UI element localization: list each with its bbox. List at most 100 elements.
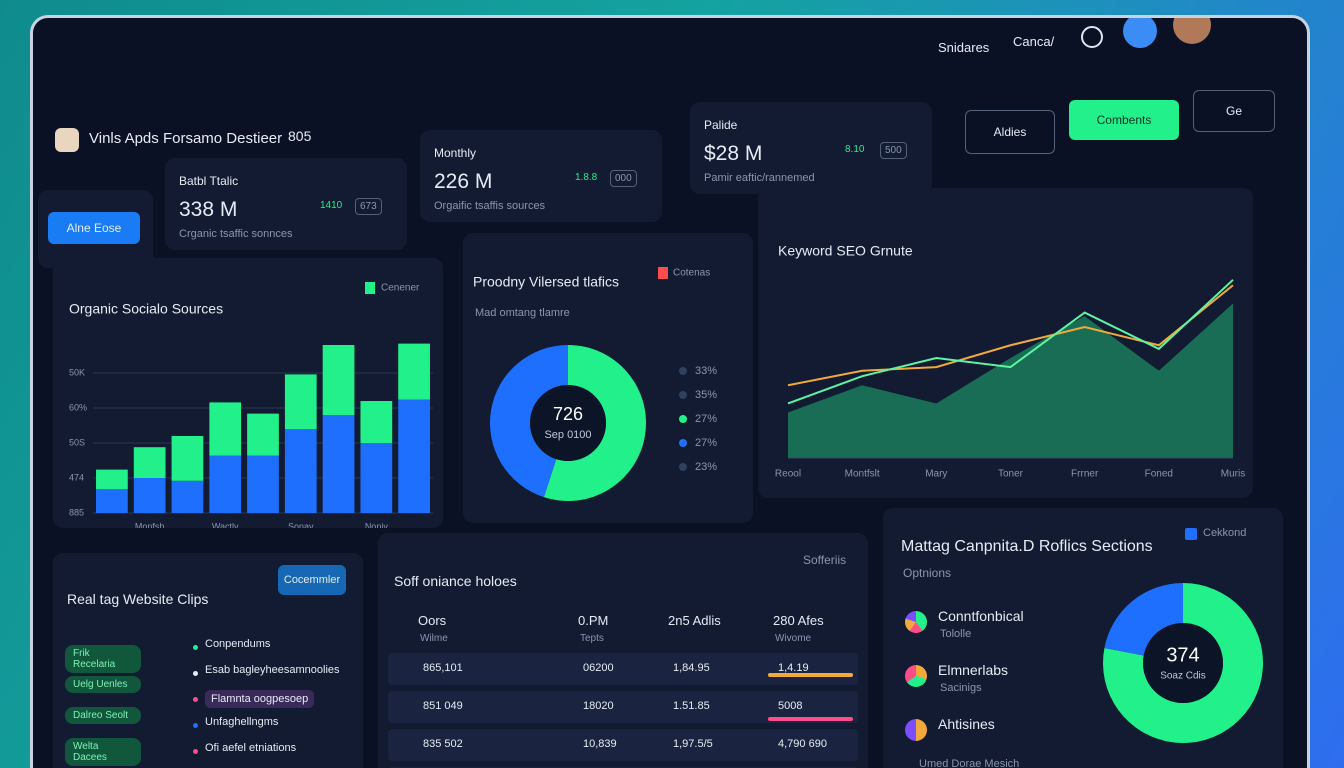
action-button[interactable]: Alne Eose: [48, 212, 140, 244]
legend-dot: [679, 439, 687, 447]
x-tick-label: Sonay: [288, 521, 314, 528]
stat-value: $28 M: [704, 142, 763, 165]
bar-segment: [284, 429, 317, 513]
stat-badge: 1.8.8: [575, 172, 598, 183]
x-tick-label: Foned: [1145, 469, 1173, 480]
bar-segment: [209, 402, 242, 456]
panel-subtitle: Optnions: [903, 566, 952, 580]
x-tick-label: Wactly: [212, 521, 239, 528]
table-cell: 835 502: [423, 738, 463, 750]
x-tick-label: Mary: [925, 469, 947, 480]
list-item: Ofi aefel etniations: [205, 742, 297, 754]
y-tick-label: 474: [69, 472, 84, 482]
column-title: 280 Afes: [773, 613, 824, 628]
line-chart: Keyword SEO Grnute Reool Montfslt Mary Toner…: [775, 243, 1245, 480]
donut-slice: [543, 345, 647, 501]
table-cell: 06200: [583, 662, 614, 674]
chart-title: Keyword SEO Grnute: [778, 243, 913, 259]
toolbar-button[interactable]: Ge: [1193, 90, 1275, 132]
stat-badge: 000: [610, 170, 637, 187]
x-tick-label: Montfslt: [845, 469, 880, 480]
y-tick-label: 50K: [69, 367, 85, 377]
progress-bar: [768, 673, 853, 677]
table-cell: 10,839: [583, 738, 617, 750]
menu-button[interactable]: [1123, 18, 1157, 48]
bar-segment: [96, 489, 128, 513]
line: [787, 279, 1234, 405]
item-icon: [905, 611, 927, 633]
list-item: Esab bagleyheesamnoolies: [205, 664, 340, 676]
stat-label: Palide: [704, 118, 738, 132]
donut-slice: [490, 345, 568, 498]
x-tick-label: Reool: [775, 469, 801, 480]
item-sub: Tololle: [940, 628, 972, 640]
stat-value: 226 M: [434, 170, 493, 193]
pill: Frik Recelaria: [65, 645, 141, 673]
item-icon: [905, 719, 927, 741]
bar-segment: [133, 447, 166, 478]
item-dot: [193, 723, 198, 728]
bar-chart: Organic Socialo Sources Cenener 885 474 50S 6…: [69, 282, 433, 531]
x-tick-label: Monfsh: [135, 521, 165, 528]
brand-tag: 805: [288, 128, 312, 144]
brand: Vinls Apds Forsamo Destieer: [89, 130, 283, 147]
center-label: Soaz Cdis: [1160, 671, 1206, 682]
stat-card: Monthly 226 M Orgaific tsaffis sources 1.8.…: [420, 130, 662, 222]
avatar[interactable]: [1173, 18, 1211, 44]
clips-button[interactable]: Cocemmler: [278, 565, 346, 595]
legend-dot: [679, 367, 687, 375]
column-title: Oors: [418, 613, 447, 628]
table-cell: 18020: [583, 700, 614, 712]
bar-segment: [247, 455, 279, 513]
clips-panel: Real tag Website Clips Cocemmler Frik Re…: [53, 553, 363, 768]
legend-item: 23%: [695, 461, 717, 473]
center-value: 726: [553, 404, 583, 424]
clock-icon[interactable]: [1081, 26, 1103, 48]
sections-donut: 374 Soaz Cdis: [1103, 583, 1263, 743]
list-item: Unfaghellngms: [205, 716, 279, 728]
legend-item: 27%: [695, 437, 717, 449]
toolbar-button[interactable]: Aldies: [965, 110, 1055, 154]
chart-title: Organic Socialo Sources: [69, 301, 223, 317]
bar-segment: [96, 469, 128, 490]
y-tick-label: 60%: [69, 402, 87, 412]
chart-title: Proodny Vilersed tlafics: [473, 274, 619, 290]
stat-badge: 500: [880, 142, 907, 159]
item-name: Conntfonbical: [938, 608, 1024, 624]
legend-swatch: [658, 267, 668, 279]
donut-slice: [1104, 583, 1183, 656]
donut-panel: Proodny Vilersed tlafics Mad omtang tlamr…: [463, 233, 753, 523]
item-name: Elmnerlabs: [938, 662, 1009, 678]
item-dot: [193, 697, 198, 702]
table-row: 851 049 18020 1.51.85 5008: [388, 691, 858, 723]
toolbar-button[interactable]: Combents: [1069, 100, 1179, 140]
bar-segment: [171, 436, 204, 481]
legend-label: Cekkond: [1203, 527, 1247, 539]
table-cell: 4,790 690: [778, 738, 827, 750]
bar-segment: [360, 443, 393, 513]
donut-hole: [530, 385, 606, 461]
table-panel: Soff oniance holoes Sofferiis Oors Wilme 0…: [378, 533, 868, 768]
bar-segment: [398, 399, 430, 513]
nav-item[interactable]: Canca/: [1013, 34, 1055, 49]
list-item: Flamnta oogpesoep: [205, 690, 315, 708]
x-tick-label: Toner: [998, 469, 1024, 480]
panel-note: Sofferiis: [803, 553, 847, 567]
legend-dot: [679, 415, 687, 423]
item-sub: Sacinigs: [940, 682, 982, 694]
center-value: 374: [1166, 644, 1199, 666]
column-sub: Wivome: [775, 633, 812, 644]
column-sub: Wilme: [420, 633, 448, 644]
item-dot: [193, 645, 198, 650]
table-cell: 1,4.19: [778, 662, 809, 674]
nav-item[interactable]: Snidares: [938, 40, 990, 55]
stat-label: Monthly: [434, 146, 477, 160]
legend-dot: [679, 391, 687, 399]
table-cell: 5008: [778, 700, 803, 712]
table-row: 865,101 06200 1,84.95 1,4.19: [388, 653, 858, 685]
stat-card: Batbl Ttalic 338 M Crganic tsaffic sonnces…: [165, 158, 407, 250]
legend-label: Cotenas: [673, 268, 710, 279]
stat-caption: Pamir eaftic/rannemed: [704, 172, 815, 184]
column-sub: Tepts: [580, 633, 604, 644]
donut-slice: [1103, 583, 1263, 743]
